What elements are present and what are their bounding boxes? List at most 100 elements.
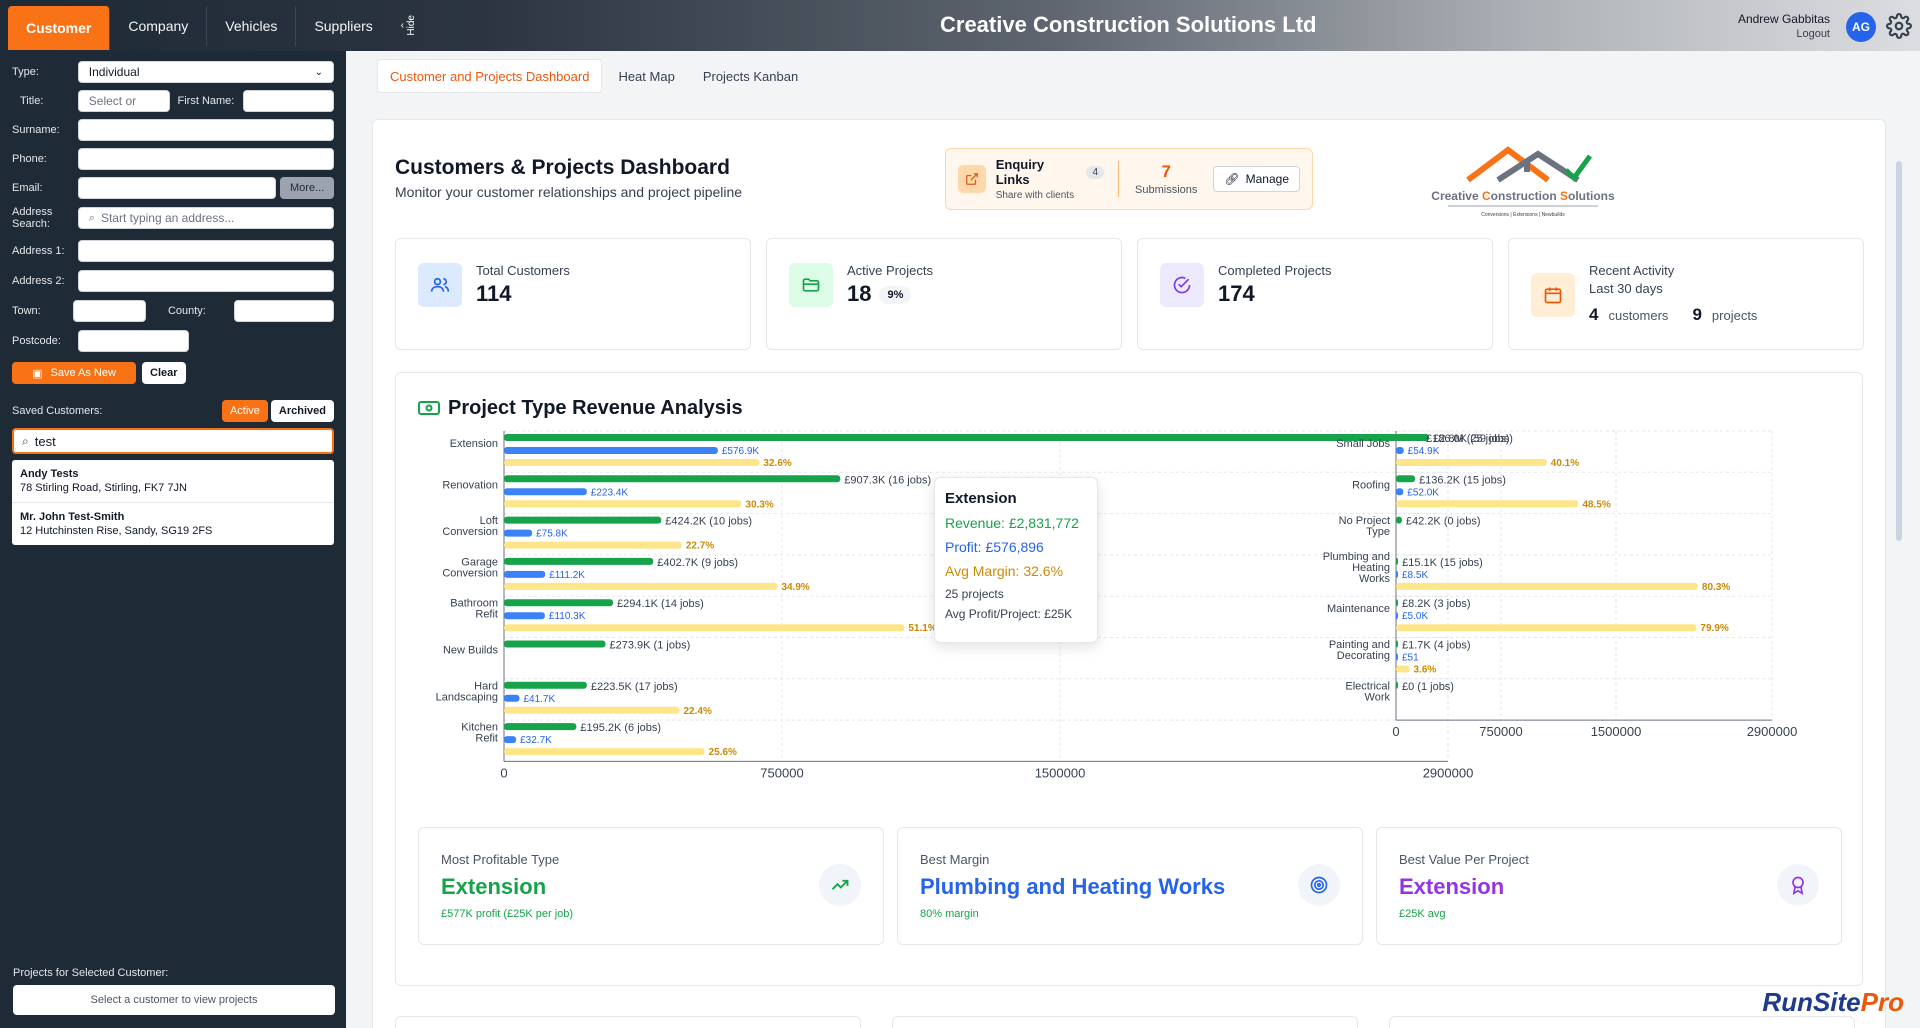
surname-field[interactable] (77, 119, 334, 141)
margin-label: 32.6% (763, 458, 791, 469)
county-label: County: (167, 305, 206, 317)
y-category-label: Small Jobs (1336, 438, 1390, 450)
list-item[interactable]: Andy Tests 78 Stirling Road, Stirling, F… (12, 460, 334, 503)
tab-projects-kanban[interactable]: Projects Kanban (702, 68, 799, 84)
county-field[interactable] (234, 300, 335, 322)
list-item[interactable]: Mr. John Test-Smith 12 Hutchinsten Rise,… (12, 503, 334, 545)
y-category-label: Extension (450, 438, 498, 450)
brand-part: Pro (1860, 987, 1904, 1017)
profit-label: £8.5K (1402, 570, 1428, 581)
address1-field[interactable] (77, 240, 334, 262)
postcode-field[interactable] (78, 330, 189, 352)
first-name-field[interactable] (243, 90, 334, 112)
profit-bar (1396, 447, 1404, 454)
margin-bar (504, 624, 905, 632)
user-area: Andrew Gabbitas Logout (1738, 12, 1830, 40)
top-tabs: Customer Company Vehicles Suppliers (0, 0, 391, 51)
revenue-label: £424.2K (10 jobs) (665, 516, 752, 528)
revenue-bar (504, 475, 841, 483)
active-filter-button[interactable]: Active (221, 400, 268, 422)
address-search-input[interactable]: ⌕ Start typing an address... (77, 207, 334, 229)
y-category-label: Roofing (1352, 479, 1390, 491)
revenue-label: £907.3K (16 jobs) (844, 474, 931, 486)
tab-heat-map[interactable]: Heat Map (618, 68, 675, 84)
customer-search-input[interactable]: ⌕ test (12, 428, 334, 454)
save-icon: ▣ (32, 367, 43, 380)
margin-label: 79.9% (1700, 623, 1728, 634)
clear-button[interactable]: Clear (142, 362, 186, 384)
recent-projects-label: projects (1711, 308, 1758, 323)
profit-label: £111.2K (549, 570, 585, 581)
revenue-analysis-title: Project Type Revenue Analysis (448, 397, 743, 419)
email-label: Email: (12, 182, 43, 194)
summary-sub: £577K profit (£25K per job) (441, 908, 574, 920)
customer-sidebar: Type: Individual ⌄ Title: Select or Firs… (0, 51, 346, 1028)
profit-label: £41.7K (523, 694, 555, 705)
phone-field[interactable] (77, 148, 334, 170)
logout-link[interactable]: Logout (1796, 28, 1830, 40)
main-tabs: Customer and Projects Dashboard Heat Map… (377, 59, 810, 93)
profit-bar (1396, 612, 1398, 620)
revenue-bar (1396, 640, 1398, 648)
tab-company[interactable]: Company (110, 5, 208, 46)
town-label: Town: (12, 305, 41, 317)
tab-vehicles[interactable]: Vehicles (207, 5, 297, 46)
stat-recent-activity: Recent Activity Last 30 days 4 customers… (1508, 238, 1864, 350)
y-category-label: Renovation (442, 479, 498, 491)
y-category-label: Maintenance (1327, 603, 1390, 615)
margin-bar (1396, 665, 1410, 673)
revenue-label: £15.1K (15 jobs) (1402, 557, 1483, 569)
revenue-label: £2.8M (25 jobs) (1433, 433, 1509, 445)
y-category-label: Hard Landscaping (436, 680, 498, 703)
bottom-card (892, 1016, 1358, 1028)
hide-sidebar-toggle[interactable]: ‹ Hide (397, 0, 421, 51)
margin-bar (504, 541, 682, 549)
archived-filter-button[interactable]: Archived (270, 400, 334, 422)
gear-icon[interactable] (1886, 13, 1912, 39)
postcode-label: Postcode: (12, 335, 61, 347)
saved-customers-header: Saved Customers: Active Archived (12, 400, 334, 422)
revenue-label: £136.2K (15 jobs) (1419, 474, 1506, 486)
email-field[interactable] (77, 177, 277, 199)
town-field[interactable] (72, 300, 146, 322)
best-value-card: Best Value Per Project Extension £25K av… (1376, 827, 1842, 945)
type-label: Type: (12, 66, 39, 78)
avatar[interactable]: AG (1846, 12, 1876, 42)
title-select[interactable]: Select or (77, 90, 170, 112)
type-select[interactable]: Individual ⌄ (77, 61, 334, 83)
profit-bar (504, 694, 520, 702)
margin-label: 34.9% (781, 582, 809, 593)
margin-label: 3.6% (1414, 665, 1437, 676)
type-value: Individual (88, 65, 140, 79)
y-category-label: Kitchen Refit (461, 722, 498, 745)
profit-label: £5.0K (1402, 611, 1428, 622)
profit-bar (504, 612, 545, 620)
tooltip-title: Extension (945, 490, 1017, 507)
margin-label: 25.6% (709, 747, 737, 758)
profit-label: £110.3K (549, 611, 586, 622)
address2-field[interactable] (77, 270, 334, 292)
customer-list: Andy Tests 78 Stirling Road, Stirling, F… (12, 460, 334, 545)
y-category-label: Plumbing and Heating Works (1323, 551, 1391, 585)
stat-total-customers: Total Customers 114 (395, 238, 751, 350)
address1-label: Address 1: (12, 245, 65, 257)
revenue-charts: 0 750000 1500000 2900000 Extension £2.8M (25 … (436, 430, 1797, 780)
profit-bar (504, 570, 546, 578)
revenue-bar (504, 557, 654, 565)
tab-customer[interactable]: Customer (8, 5, 111, 50)
more-button[interactable]: More... (280, 177, 334, 199)
revenue-label: £273.9K (1 jobs) (610, 640, 691, 652)
address-search-placeholder: Start typing an address... (100, 211, 235, 225)
brand-part: RunSite (1762, 987, 1861, 1017)
tab-suppliers[interactable]: Suppliers (314, 17, 373, 34)
scrollbar[interactable] (1896, 161, 1902, 541)
save-as-new-button[interactable]: ▣ Save As New (12, 362, 136, 384)
enquiry-links-title: Enquiry Links (995, 157, 1045, 187)
manage-button[interactable]: 🔗︎ Manage (1213, 166, 1300, 192)
stat-value: 114 (476, 281, 512, 306)
revenue-bar (1396, 681, 1398, 689)
revenue-bar (504, 434, 1430, 441)
tab-dashboard[interactable]: Customer and Projects Dashboard (377, 59, 603, 93)
saved-customers-label: Saved Customers: (12, 405, 103, 417)
y-category-label: Garage Conversion (442, 556, 498, 579)
